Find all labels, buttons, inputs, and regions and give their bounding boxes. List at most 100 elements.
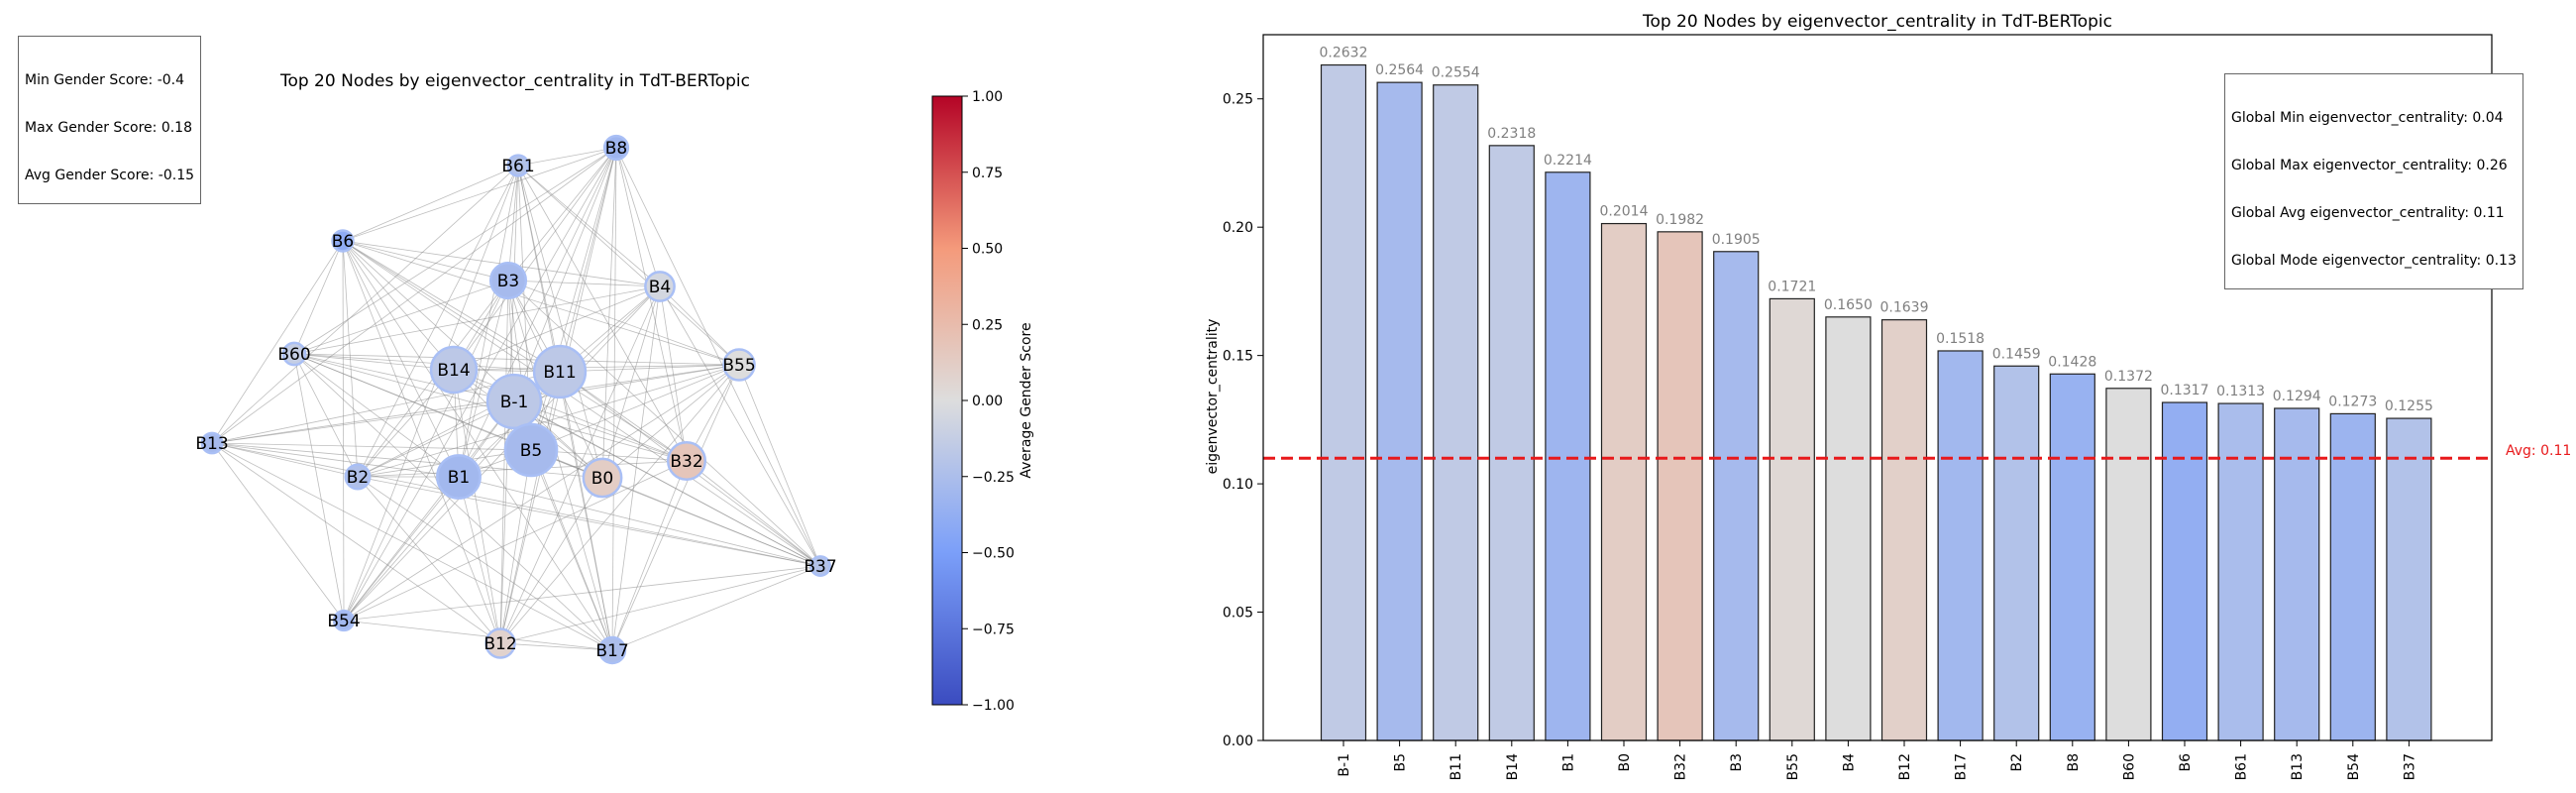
network-edge <box>453 285 661 371</box>
colorbar-tick-label: −1.00 <box>972 698 1015 714</box>
y-axis-ticks: 0.00 0.05 0.10 0.15 0.20 0.25 <box>1223 92 1263 749</box>
network-edge <box>342 240 501 644</box>
node-label: B4 <box>649 278 671 297</box>
network-edge <box>211 147 617 444</box>
average-line: Avg: 0.11 <box>1263 443 2571 460</box>
network-edge <box>559 364 740 373</box>
network-edge <box>601 147 617 479</box>
bar-value-label: 0.2564 <box>1375 62 1424 78</box>
network-edge <box>458 280 509 478</box>
x-tick-label: B37 <box>2402 753 2417 780</box>
network-edge <box>293 353 515 402</box>
network-edge <box>357 476 613 651</box>
network-edge <box>615 147 661 287</box>
network-edge <box>738 364 821 567</box>
node-circle <box>344 463 372 491</box>
network-edge <box>517 147 617 167</box>
bar <box>1376 81 1423 741</box>
network-edge <box>343 476 460 622</box>
node-label: B55 <box>722 356 755 376</box>
network-edge <box>343 565 821 622</box>
node-label: B0 <box>591 469 613 489</box>
gender-stats-box: Min Gender Score: -0.4 Max Gender Score:… <box>18 36 202 204</box>
network-edge <box>517 165 603 479</box>
network-edge <box>342 240 359 478</box>
network-edge <box>211 442 821 567</box>
network-node: B54 <box>327 609 361 632</box>
network-edge <box>559 147 617 373</box>
node-circle <box>485 373 543 430</box>
node-circle <box>503 422 559 478</box>
bar <box>1825 316 1872 741</box>
network-edge <box>343 280 509 622</box>
bar <box>2217 402 2264 741</box>
node-circle <box>200 431 224 455</box>
colorbar-tick-label: −0.75 <box>972 622 1015 637</box>
colorbar: 1.00 0.75 0.50 0.25 0.00 −0.25 −0.50 −0.75 −1.00… <box>931 89 1034 714</box>
network-edge <box>211 240 344 444</box>
y-axis-label: eigenvector_centrality <box>1205 319 1221 475</box>
node-circle <box>532 344 588 399</box>
network-edge <box>559 371 613 651</box>
network-edge <box>293 353 740 366</box>
bar-value-label: 0.1313 <box>2216 384 2265 399</box>
network-edge <box>293 280 509 355</box>
network-edge <box>293 353 359 478</box>
y-tick-label: 0.15 <box>1223 349 1253 365</box>
network-edge <box>342 240 345 622</box>
network-edge <box>342 240 821 567</box>
bar <box>1993 365 2040 741</box>
node-circle <box>602 134 630 162</box>
stat-line: Global Min eigenvector_centrality: 0.04 <box>2231 110 2504 126</box>
node-label: B2 <box>347 468 369 488</box>
network-edge <box>530 147 617 451</box>
colorbar-gradient <box>931 95 963 706</box>
network-edge <box>211 442 359 478</box>
node-circle <box>436 454 482 500</box>
network-edge <box>211 442 532 451</box>
node-circle <box>484 627 516 659</box>
node-circle <box>332 609 356 632</box>
node-circle <box>429 345 479 395</box>
y-tick-label: 0.00 <box>1223 734 1253 749</box>
network-edge <box>499 449 532 644</box>
network-edge <box>530 364 740 451</box>
network-node: B14 <box>429 345 479 395</box>
network-edge <box>342 240 688 462</box>
network-node: B-1 <box>485 373 543 430</box>
network-nodes: B8 B61 B6 B3 B4 B60 B14 B11 B55 B-1 B13 B5 B2 B1 B0 B32… <box>195 134 837 665</box>
node-label: B5 <box>520 441 542 461</box>
node-circle <box>331 229 355 253</box>
colorbar-tick-label: −0.25 <box>972 470 1015 486</box>
network-edge <box>659 285 740 366</box>
network-edge <box>293 285 661 355</box>
x-tick-label: B0 <box>1617 753 1633 772</box>
network-edge <box>357 476 821 567</box>
network-edge <box>611 460 688 651</box>
bar-chart-panel: Top 20 Nodes by eigenvector_centrality i… <box>1205 12 2571 780</box>
network-edge <box>343 364 740 622</box>
bar-value-label: 0.1255 <box>2385 398 2433 414</box>
network-edge <box>211 165 519 444</box>
node-circle <box>582 457 623 499</box>
x-axis-ticks: B-1 B5 B11 B14 B1 B0 B32 B3 B55 B4 B12 B17 B2 B8 B60 B6… <box>1337 740 2417 780</box>
bar <box>1545 171 1591 741</box>
bars: 0.2632 0.2564 0.2554 0.2318 0.2214 0.2014 0.19… <box>1320 46 2433 741</box>
network-edge <box>211 364 740 444</box>
network-edge <box>615 147 688 462</box>
network-edge <box>499 285 661 644</box>
network-edge <box>513 400 821 567</box>
network-node: B32 <box>666 440 707 482</box>
colorbar-tick-label: −0.50 <box>972 546 1015 562</box>
network-node: B8 <box>602 134 630 162</box>
x-tick-label: B13 <box>2290 753 2306 780</box>
network-panel: Top 20 Nodes by eigenvector_centrality i… <box>195 71 837 665</box>
bar <box>2161 401 2208 741</box>
x-tick-label: B3 <box>1729 753 1745 772</box>
bar-value-label: 0.1294 <box>2273 389 2321 404</box>
x-tick-label: B61 <box>2234 753 2250 780</box>
network-node: B55 <box>722 348 756 382</box>
stat-line: Global Avg eigenvector_centrality: 0.11 <box>2231 205 2505 221</box>
network-node: B60 <box>277 341 311 367</box>
